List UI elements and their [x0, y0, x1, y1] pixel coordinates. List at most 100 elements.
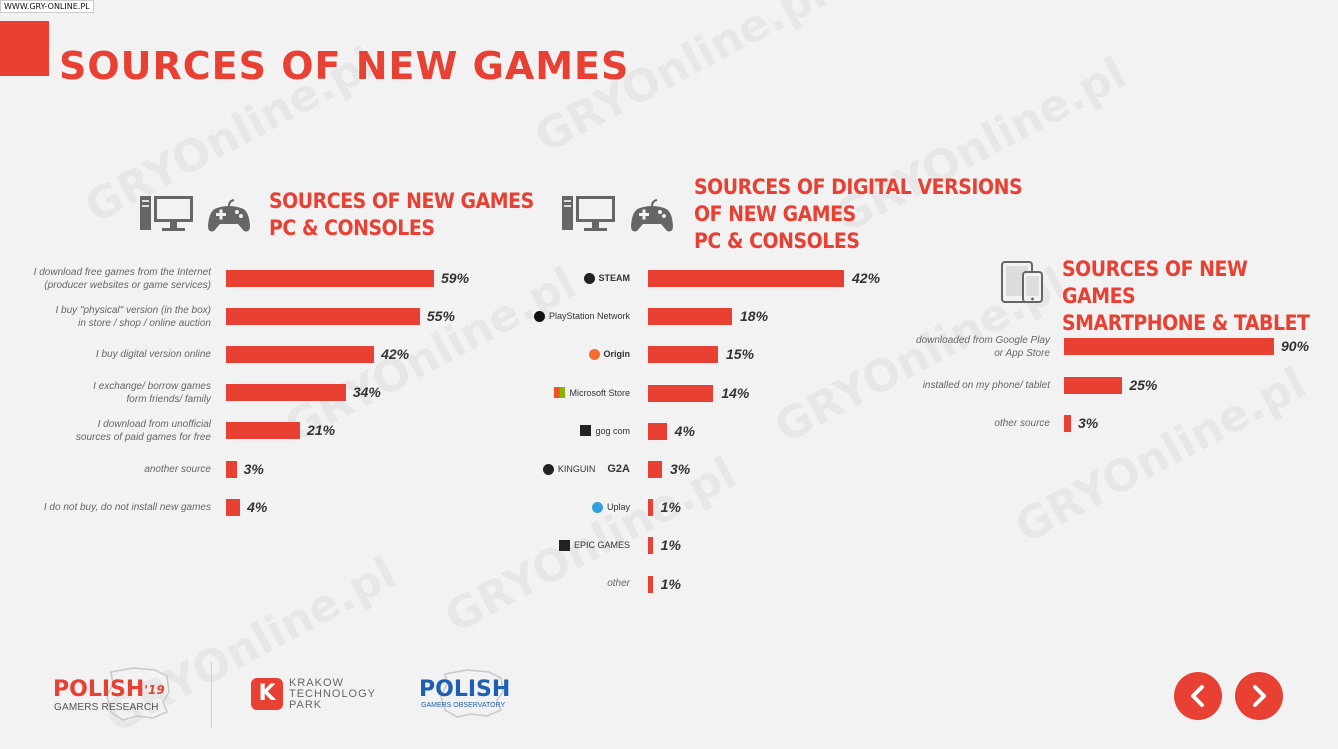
data-label: 42%	[852, 270, 881, 286]
data-label: 1%	[660, 537, 681, 554]
bar-label-line: or App Store	[994, 347, 1050, 359]
microsoft-logo-icon	[554, 387, 566, 399]
data-label: 4%	[674, 422, 695, 439]
platform-name: Uplay	[606, 502, 630, 513]
ktp-line: TECHNOLOGY	[289, 688, 377, 700]
bar-mark	[226, 422, 301, 440]
mobile-title-line: SOURCES OF NEW GAMES	[1062, 257, 1248, 308]
bar-label-line: (producer websites or game services)	[44, 279, 211, 291]
chevron-right-icon	[1253, 685, 1266, 707]
title-accent-block	[0, 21, 49, 76]
bar-mark	[226, 460, 237, 478]
pgr-year-text: '19	[144, 683, 165, 697]
bar-mark	[648, 461, 662, 478]
pgo-polish-text: POLISH	[419, 677, 511, 702]
chevron-left-icon	[1191, 685, 1204, 707]
data-label: 90%	[1281, 338, 1310, 354]
bar-mark	[648, 308, 732, 326]
platform-name-secondary: G2A	[607, 463, 630, 475]
data-label: 59%	[441, 270, 470, 286]
data-label: 1%	[660, 575, 681, 592]
bar-label: I buy digital version online	[20, 348, 211, 361]
bar-label-line: I buy digital version online	[95, 349, 211, 361]
bar-label: another source	[20, 463, 211, 476]
tablet-smartphone-icon	[1001, 261, 1043, 303]
bar-label-line: installed on my phone/ tablet	[922, 379, 1050, 391]
desktop-computer-icon	[140, 196, 193, 231]
krakow-technology-park-text: KRAKOW TECHNOLOGY PARK	[289, 678, 376, 711]
pc-section-title: SOURCES OF NEW GAMES PC & CONSOLES	[269, 188, 534, 242]
steam-logo-icon	[583, 272, 595, 284]
poland-outline-icon	[440, 669, 504, 718]
ktp-line: PARK	[289, 699, 323, 711]
mobile-title-line: SMARTPHONE & TABLET	[1062, 311, 1310, 335]
data-label: 42%	[381, 346, 410, 363]
platform-logo: PlayStation Network	[520, 307, 630, 325]
platform-logo: EPIC GAMES	[520, 536, 630, 554]
data-label: 18%	[740, 308, 769, 325]
data-label: 21%	[307, 422, 336, 439]
bar-label-line: in store / shop / online auction	[78, 317, 211, 329]
bar-label: I exchange/ borrow games form friends/ fa…	[20, 380, 211, 406]
kinguin-logo-icon	[542, 463, 554, 475]
next-button[interactable]	[1235, 672, 1283, 720]
bar-label-line: downloaded from Google Play	[916, 334, 1050, 346]
bar-label: downloaded from Google Play or App Store	[870, 334, 1050, 360]
platform-logo: gog com	[520, 422, 630, 440]
data-label: 3%	[243, 460, 264, 477]
uplay-logo-icon	[591, 501, 603, 513]
data-label: 4%	[247, 498, 268, 515]
pc-title-line: SOURCES OF NEW GAMES	[269, 189, 534, 213]
digital-section-title: SOURCES OF DIGITAL VERSIONS OF NEW GAMES…	[694, 174, 1023, 255]
data-label: 15%	[726, 346, 755, 363]
bar-mark	[648, 499, 653, 517]
bar-mark	[226, 498, 241, 516]
bar-label-line: other source	[994, 418, 1050, 429]
bar-label-line: I do not buy, do not install new games	[43, 501, 211, 513]
bar-label: I download free games from the Internet(…	[20, 266, 211, 292]
bar-label-line: form friends/ family	[126, 393, 211, 405]
playstation-logo-icon	[533, 310, 545, 322]
page-title: SOURCES OF NEW GAMES	[59, 44, 630, 88]
ktp-line: KRAKOW	[289, 677, 344, 689]
platform-name: gog com	[595, 425, 630, 436]
mobile-section-title: SOURCES OF NEW GAMES SMARTPHONE & TABLET	[1062, 256, 1310, 337]
bar-mark	[648, 384, 714, 402]
platform-name: Origin	[603, 349, 631, 360]
bar-label-line: I download from unofficial	[97, 418, 211, 430]
pgr-polish-text: POLISH	[53, 677, 145, 702]
platform-logo: Microsoft Store	[520, 384, 630, 402]
digital-title-line: OF NEW GAMES	[694, 202, 856, 226]
bar-mark	[1064, 415, 1071, 432]
bar-mark	[648, 346, 718, 364]
bar-mark	[226, 308, 420, 326]
pgr-subtitle: GAMERS RESEARCH	[54, 702, 159, 713]
data-label: 34%	[352, 384, 381, 401]
bar-label: I download from unofficial sources of pai…	[20, 418, 211, 444]
platform-logo: Origin	[520, 345, 630, 363]
data-label: 3%	[1078, 415, 1099, 431]
pc-title-line: PC & CONSOLES	[269, 216, 435, 240]
bar-label-line: I buy "physical" version (in the box)	[55, 304, 211, 316]
bar-mark	[226, 270, 434, 287]
prev-button[interactable]	[1174, 672, 1222, 720]
bar-label-line: I exchange/ borrow games	[93, 380, 211, 392]
bar-label-line: sources of paid games for free	[75, 431, 211, 443]
data-label: 1%	[660, 499, 681, 516]
bar-mark	[226, 346, 375, 364]
bar-mark	[648, 537, 653, 555]
bar-label: I buy "physical" version (in the box) in …	[20, 304, 211, 330]
data-label: 14%	[721, 384, 750, 401]
epic-games-logo-icon	[558, 539, 570, 551]
footer-divider	[211, 662, 212, 728]
bar-mark	[648, 575, 653, 593]
desktop-computer-icon	[562, 196, 615, 231]
bar-mark	[648, 270, 844, 287]
bar-label-line: another source	[144, 463, 211, 475]
site-tag: WWW.GRY-ONLINE.PL	[0, 0, 94, 13]
pgo-subtitle: GAMERS OBSERVATORY	[421, 702, 506, 709]
bar-mark	[1064, 338, 1274, 355]
data-label: 55%	[426, 308, 455, 325]
data-label: 3%	[670, 461, 691, 477]
bar-label: other source	[870, 417, 1050, 430]
